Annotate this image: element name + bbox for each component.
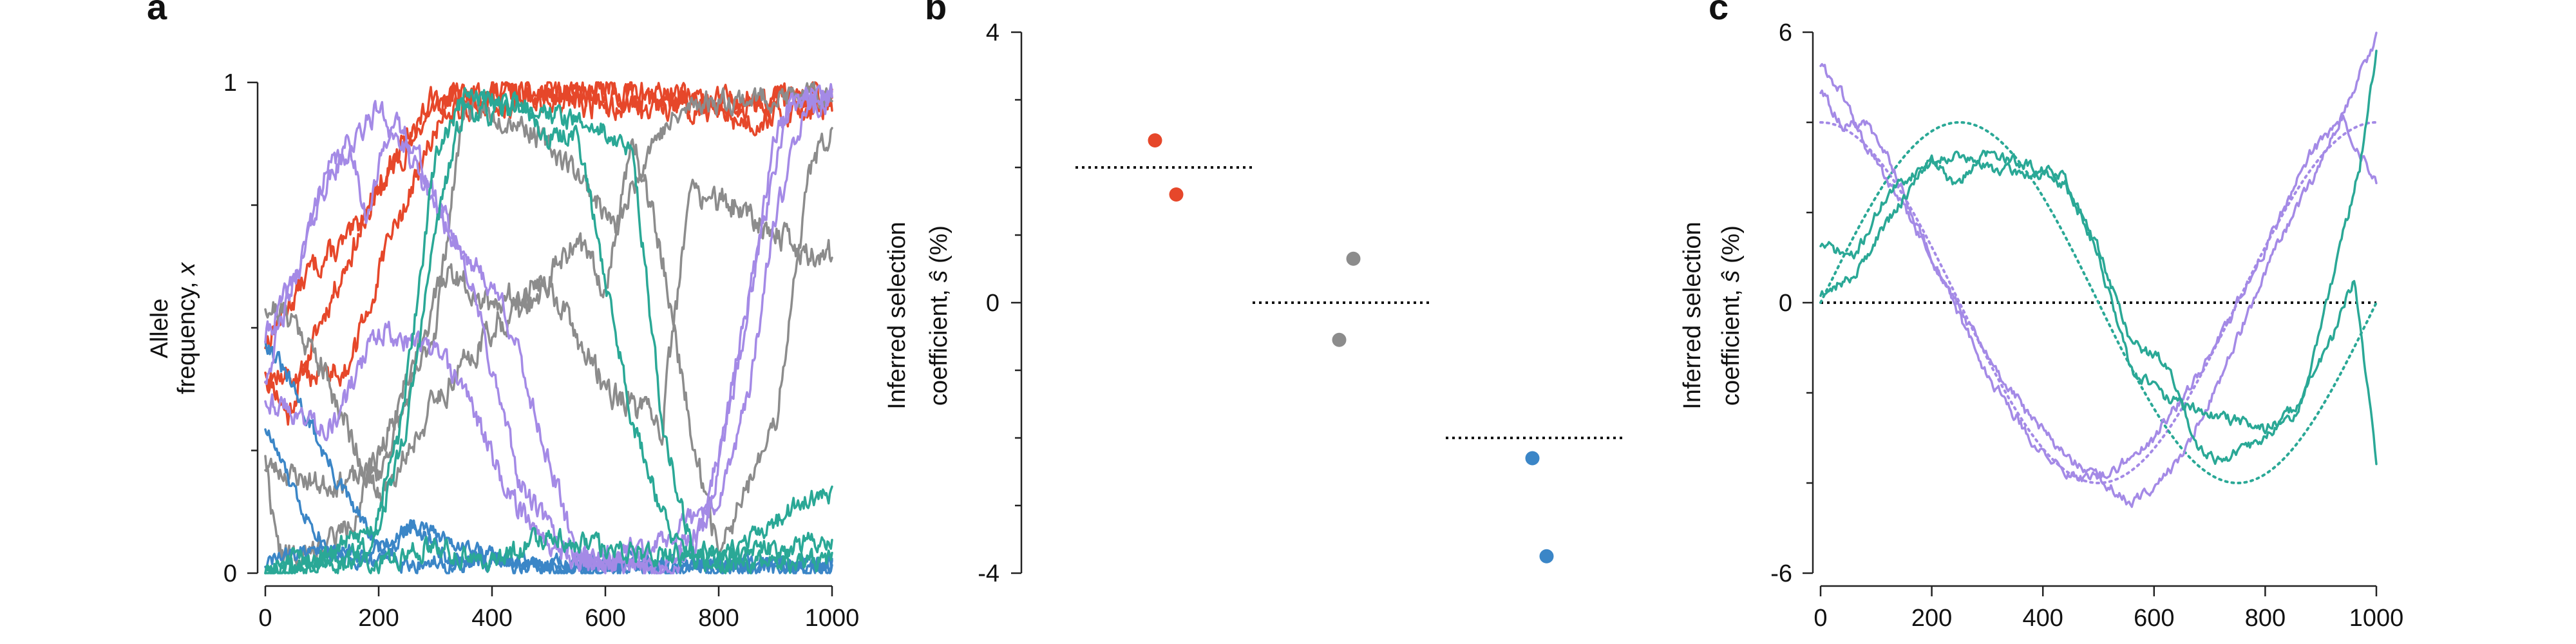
panel-a-trajectory-teal-1 <box>264 87 833 574</box>
panel-c-xtick-label-0: 0 <box>1814 605 1827 632</box>
panel-b-point-beneficial-0 <box>1148 133 1162 147</box>
panel-c-ylabel-line1: Inferred selection <box>1679 222 1706 410</box>
panel-a-trajectories <box>264 81 833 574</box>
panel-c-curves <box>1819 32 2378 508</box>
panel-a-trajectory-grey-3 <box>264 81 833 498</box>
panel-a-xtick-label-5: 1000 <box>805 605 860 632</box>
panel-a-trajectory-purple-1 <box>264 82 833 574</box>
panel-a-ytick-label-0: 0 <box>223 560 237 587</box>
panel-b-ytick-label-0: 4 <box>986 19 999 46</box>
panel-c-xtick-label-4: 800 <box>2245 605 2286 632</box>
panel-a-trajectory-teal-3 <box>264 97 833 574</box>
panel-c-inferred-purple-1 <box>1819 32 2378 508</box>
panel-c-xtick-label-1: 200 <box>1911 605 1952 632</box>
panel-a-xtick-label-2: 400 <box>471 605 512 632</box>
panel-a-ytick-label-1: 1 <box>223 70 237 97</box>
panel-b-point-neutral-0 <box>1346 251 1361 266</box>
panel-a-xtick-label-3: 600 <box>585 605 625 632</box>
panel-c-xtick-label-5: 1000 <box>2349 605 2404 632</box>
panel-a-x-ticks: 0 200 400 600 800 1000 <box>258 586 859 632</box>
panel-b-ylabel-line2: coefficient, ŝ (%) <box>925 225 952 406</box>
panel-c-ytick-label-0: 6 <box>1779 19 1792 46</box>
panel-a-ylabel-line2: frequency, x <box>173 261 200 394</box>
panel-a-xtick-label-0: 0 <box>258 605 272 632</box>
panel-b-point-deleterious-1 <box>1539 549 1554 564</box>
panel-c-y-ticks: 6 0 -6 <box>1770 19 1813 587</box>
panel-b: b Inferred selection coefficient, ŝ (%) … <box>884 0 1626 587</box>
panel-b-points <box>1075 133 1626 564</box>
panel-c-true-teal <box>1819 120 2378 485</box>
panel-a-letter: a <box>147 0 167 27</box>
panel-c-xtick-label-3: 600 <box>2134 605 2174 632</box>
panel-c-x-ticks: 0 200 400 600 800 1000 <box>1814 586 2403 632</box>
panel-b-point-beneficial-1 <box>1169 187 1184 202</box>
panel-b-letter: b <box>925 0 947 27</box>
panel-c-inferred-teal-1 <box>1819 150 2378 466</box>
panel-c: c Inferred selection coefficient, ŝ (%) … <box>1679 0 2403 632</box>
panel-a-trajectory-red-3 <box>264 81 833 350</box>
panel-c-inferred-teal-2 <box>1819 50 2378 435</box>
panel-a-trajectory-red-1 <box>264 81 833 426</box>
panel-b-ytick-label-2: -4 <box>978 560 999 587</box>
panel-c-xtick-label-2: 400 <box>2022 605 2063 632</box>
panel-b-ytick-label-1: 0 <box>986 290 999 317</box>
panel-c-ytick-label-2: -6 <box>1770 560 1792 587</box>
panel-a-y-ticks: 01 <box>223 70 258 587</box>
panel-a-xtick-label-4: 800 <box>698 605 739 632</box>
panel-a-ylabel-line1: Allele <box>146 299 173 359</box>
panel-b-y-ticks: 4 0 -4 <box>978 19 1021 587</box>
panel-a-trajectory-red-2 <box>264 83 833 394</box>
panel-b-point-deleterious-0 <box>1525 451 1540 466</box>
panel-b-point-neutral-1 <box>1332 332 1347 347</box>
panel-a: a Allele frequency, x 01 0 200 400 600 800 10… <box>146 0 859 632</box>
panel-c-true-purple <box>1819 121 2378 485</box>
panel-a-trajectory-purple-3 <box>264 87 833 571</box>
panel-a-xtick-label-1: 200 <box>358 605 399 632</box>
panel-c-letter: c <box>1709 0 1728 27</box>
panel-b-ylabel-line1: Inferred selection <box>884 222 911 410</box>
panel-c-ytick-label-1: 0 <box>1779 290 1792 317</box>
panel-c-ylabel-line2: coefficient, ŝ (%) <box>1718 225 1745 406</box>
panel-a-trajectory-purple-2 <box>264 84 833 574</box>
panel-c-inferred-purple-2 <box>1819 89 2378 482</box>
